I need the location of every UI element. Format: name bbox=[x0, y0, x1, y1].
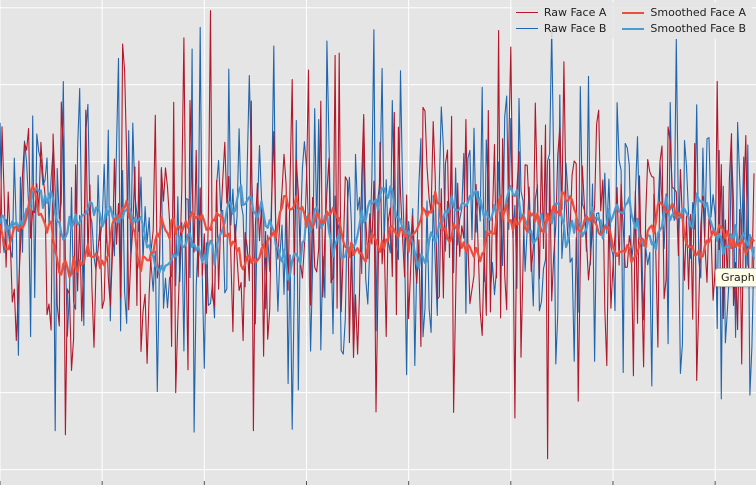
legend-swatch-smoothed-face-a bbox=[622, 11, 645, 14]
legend-item-raw-face-a: Raw Face A bbox=[515, 5, 607, 20]
series-line-smoothed-face-a bbox=[0, 184, 755, 279]
legend-label-raw-face-a: Raw Face A bbox=[543, 6, 607, 19]
series-line-smoothed-face-b bbox=[0, 184, 756, 281]
legend-item-smoothed-face-a: Smoothed Face A bbox=[622, 5, 746, 20]
series-line-raw-face-b bbox=[0, 26, 755, 433]
series-line-raw-face-a bbox=[0, 10, 755, 460]
legend-item-smoothed-face-b: Smoothed Face B bbox=[622, 21, 746, 36]
legend: Raw Face A Smoothed Face A Raw Face B Sm… bbox=[511, 2, 752, 39]
hover-tooltip: Graph bbox=[715, 268, 756, 287]
legend-label-smoothed-face-b: Smoothed Face B bbox=[650, 22, 746, 35]
legend-swatch-raw-face-a bbox=[515, 12, 538, 13]
legend-label-smoothed-face-a: Smoothed Face A bbox=[650, 6, 746, 19]
legend-item-raw-face-b: Raw Face B bbox=[515, 21, 607, 36]
legend-swatch-smoothed-face-b bbox=[622, 27, 645, 30]
legend-swatch-raw-face-b bbox=[515, 28, 538, 29]
legend-label-raw-face-b: Raw Face B bbox=[543, 22, 607, 35]
series-group bbox=[0, 10, 756, 460]
